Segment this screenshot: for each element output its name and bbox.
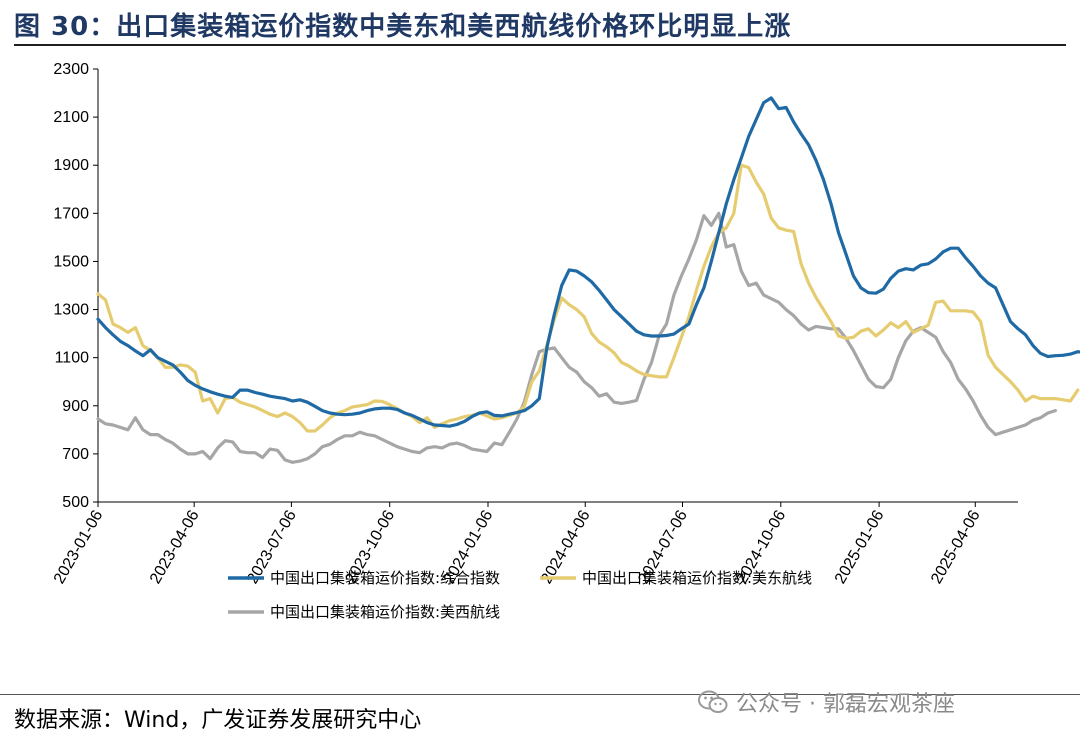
source-note: 数据来源：Wind，广发证券发展研究中心: [14, 708, 422, 733]
y-tick-label: 1500: [53, 253, 89, 270]
y-tick-label: 1900: [53, 157, 89, 174]
y-tick-label: 700: [62, 446, 89, 463]
title-rule: [14, 44, 1066, 46]
chart-axes: 500 700 900 1100 1300 1500 1700 1900 2100 2300 202…: [51, 61, 1018, 587]
series-line-0: [96, 96, 1080, 428]
y-tick-label: 500: [62, 494, 89, 511]
legend-label-0: 中国出口集装箱运价指数:综合指数: [270, 569, 500, 587]
y-tick-label: 900: [62, 398, 89, 415]
watermark: 公众号 · 郭磊宏观茶座: [698, 686, 955, 718]
y-tick-label: 1700: [53, 205, 89, 222]
series-line-1: [96, 163, 1080, 433]
y-tick-label: 1100: [55, 350, 90, 367]
line-chart: 500 700 900 1100 1300 1500 1700 1900 2100 2300 202…: [51, 61, 1080, 621]
figure-title: 图 30：出口集装箱运价指数中美东和美西航线价格环比明显上涨: [14, 12, 792, 42]
legend-label-1: 中国出口集装箱运价指数:美东航线: [582, 569, 812, 587]
y-tick-label: 2100: [53, 109, 89, 126]
wechat-icon: [698, 690, 728, 713]
source-rule: [0, 694, 1080, 695]
y-tick-label: 1300: [53, 302, 89, 319]
legend-label-2: 中国出口集装箱运价指数:美西航线: [270, 603, 500, 621]
y-tick-label: 2300: [53, 61, 89, 78]
watermark-text: 公众号 · 郭磊宏观茶座: [736, 692, 955, 717]
series-line-2: [96, 211, 1057, 464]
chart-legend: 中国出口集装箱运价指数:综合指数 中国出口集装箱运价指数:美东航线中国出口集装箱运…: [228, 569, 812, 621]
x-tick-label: 2023-01-06: [51, 507, 107, 586]
x-tick-label: 2025-04-06: [928, 507, 984, 586]
series-layer: [96, 96, 1080, 464]
x-tick-label: 2023-04-06: [147, 507, 203, 586]
x-tick-label: 2025-01-06: [832, 507, 888, 586]
